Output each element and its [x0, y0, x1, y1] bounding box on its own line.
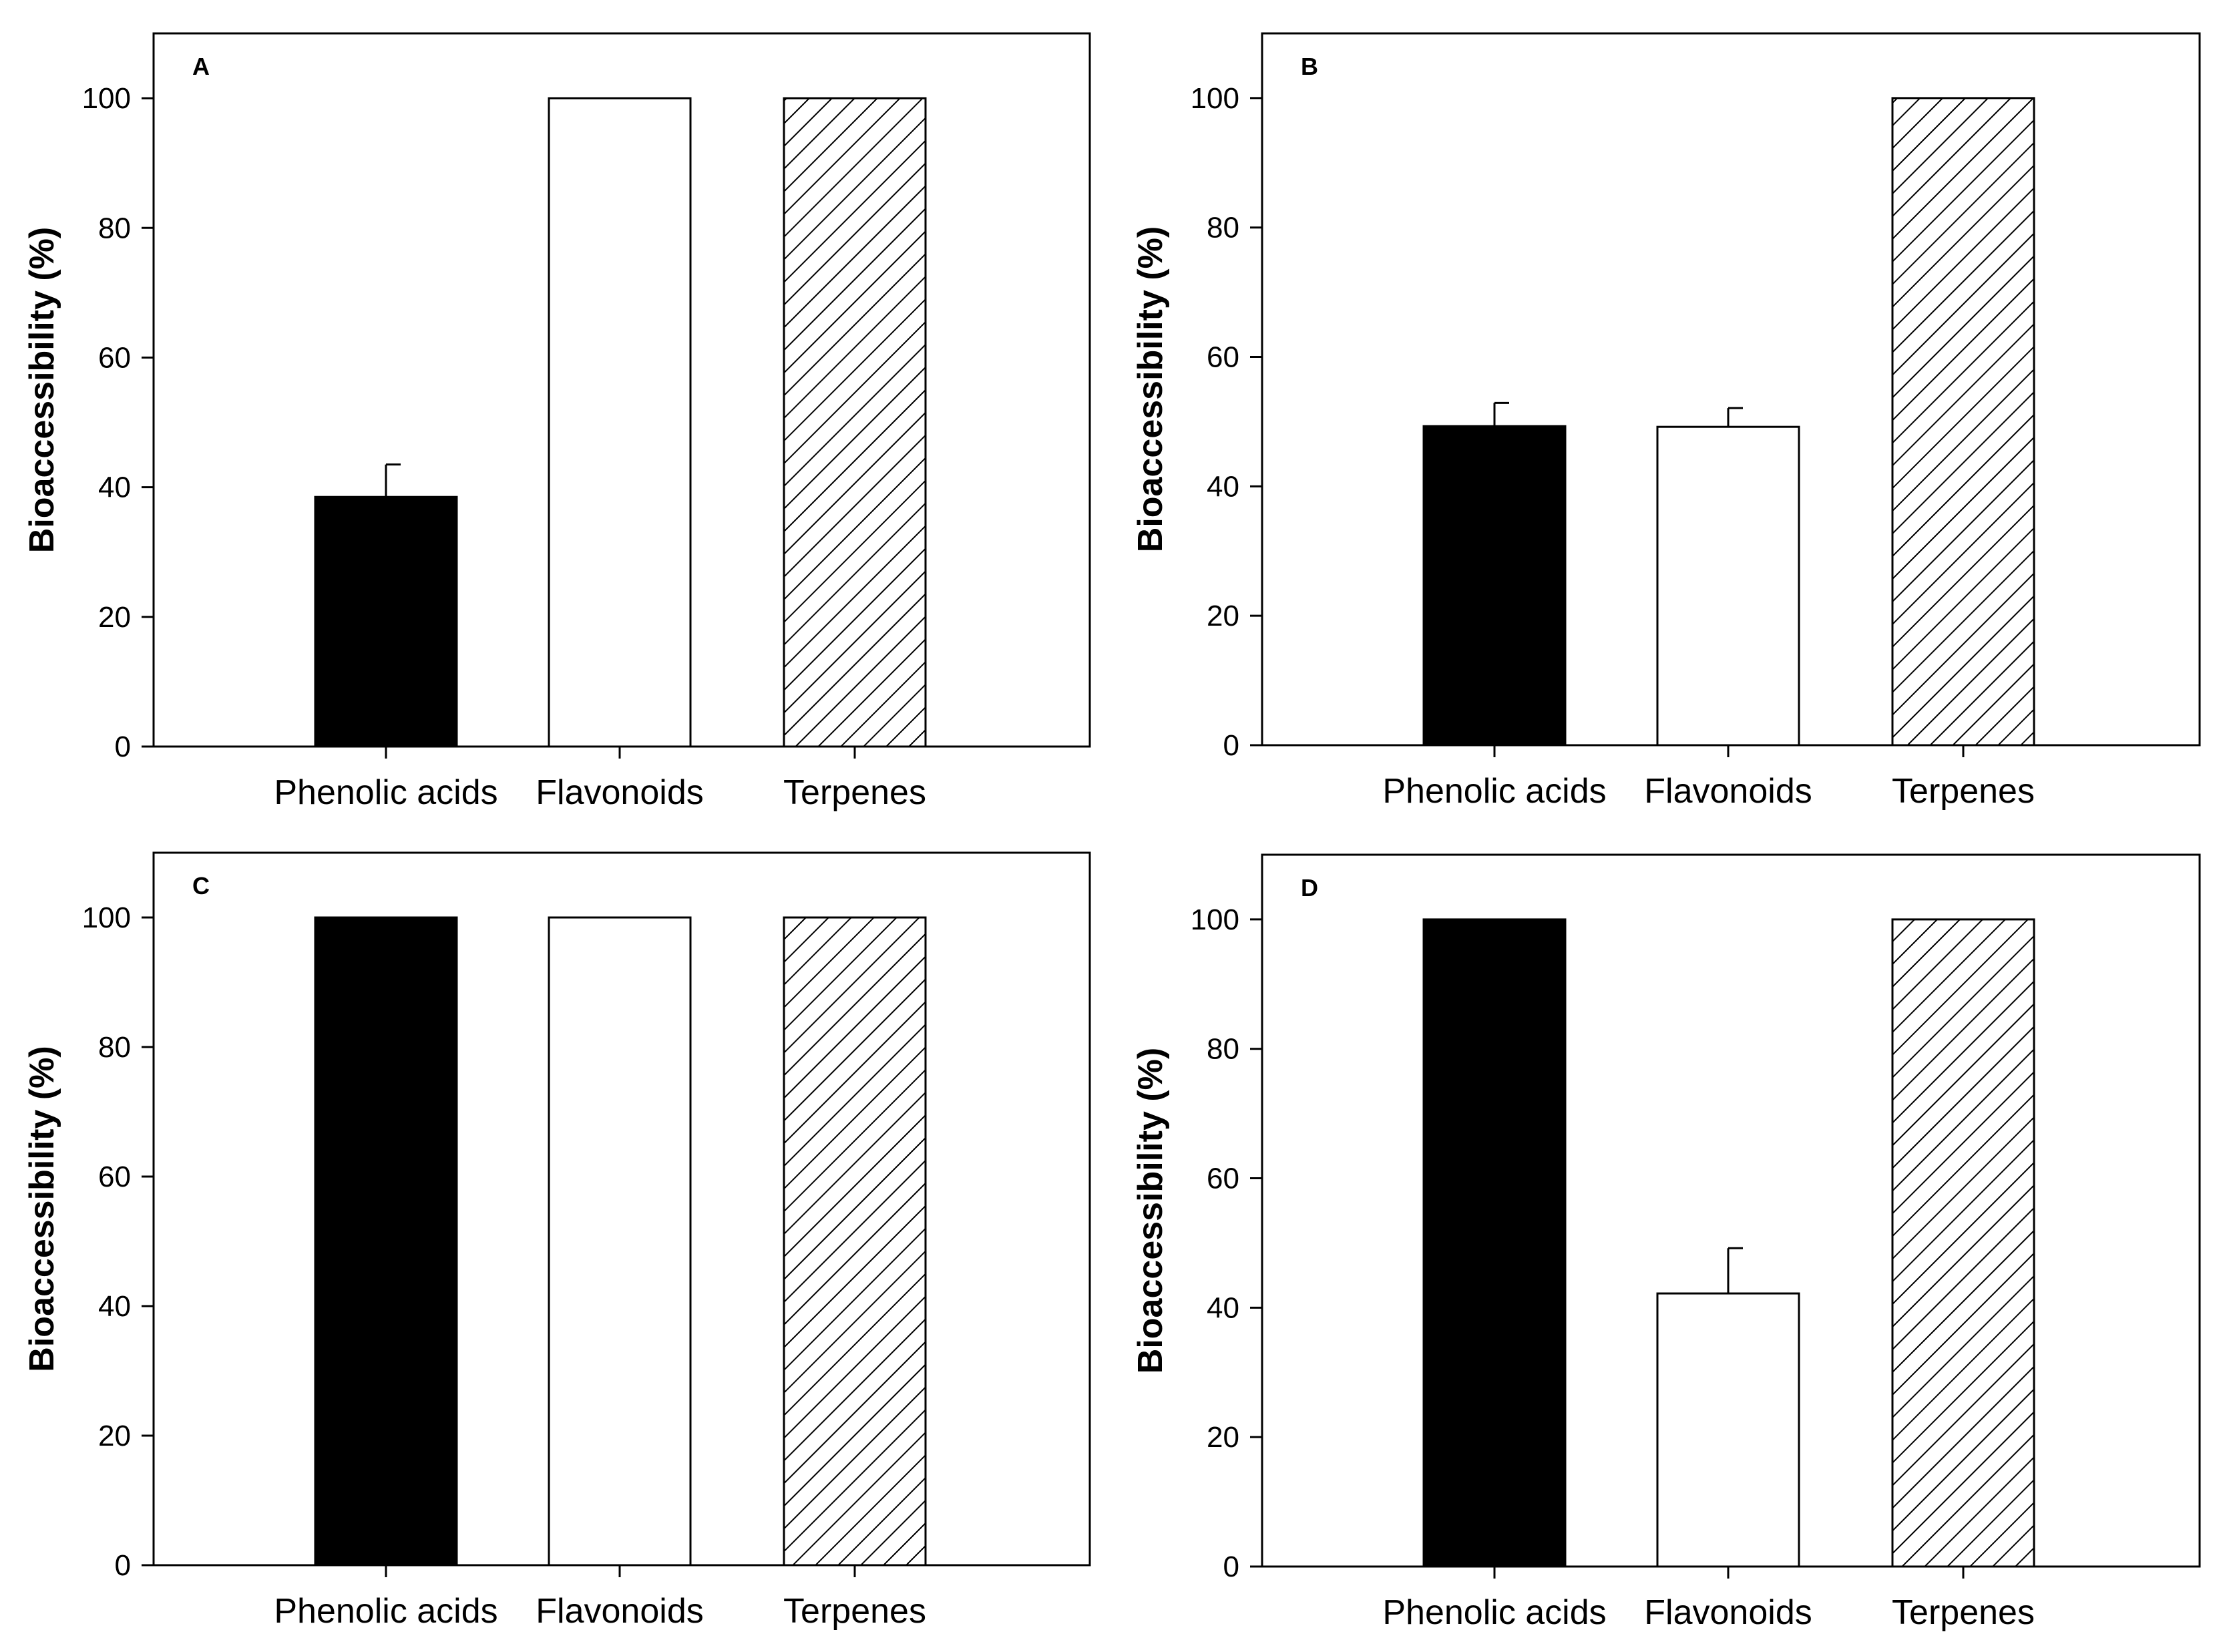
bar-phenolic-acids	[1422, 918, 1567, 1568]
category-label: Phenolic acids	[1382, 772, 1606, 811]
y-tick-label: 0	[1223, 729, 1239, 762]
y-tick-label: 100	[1191, 903, 1239, 936]
chart-panel-a: 0 20 40 60 80 100 Phenolic acids Flavonoids Terp…	[23, 32, 1091, 812]
y-tick-label: 80	[1207, 212, 1239, 244]
category-label: Phenolic acids	[274, 1592, 497, 1631]
bar-flavonoids	[1656, 425, 1800, 747]
bar-flavonoids	[548, 916, 692, 1567]
category-label: Flavonoids	[536, 773, 703, 812]
y-axis-title: Bioaccessibility (%)	[1131, 226, 1170, 552]
y-axis-title: Bioaccessibility (%)	[23, 1046, 61, 1372]
y-tick-label: 60	[1207, 1163, 1239, 1195]
category-label: Flavonoids	[1644, 1593, 1812, 1632]
y-tick-label: 40	[98, 471, 131, 504]
y-tick-label: 100	[82, 82, 131, 115]
bar-phenolic-acids	[1422, 425, 1567, 747]
y-axis-title: Bioaccessibility (%)	[23, 227, 61, 553]
y-tick-label: 0	[115, 1549, 131, 1582]
y-tick-label: 20	[98, 1420, 131, 1452]
panel-label: B	[1301, 53, 1318, 80]
category-label: Flavonoids	[536, 1592, 703, 1631]
bar-phenolic-acids	[314, 495, 458, 748]
category-label: Terpenes	[783, 773, 926, 812]
category-label: Flavonoids	[1644, 772, 1812, 811]
category-label: Terpenes	[1892, 1593, 2035, 1632]
y-tick-label: 80	[98, 1031, 131, 1064]
bar-terpenes	[1891, 97, 2035, 747]
bar-flavonoids	[1656, 1292, 1800, 1568]
panel-label: C	[192, 872, 210, 899]
y-tick-label: 100	[82, 901, 131, 934]
category-label: Phenolic acids	[274, 773, 497, 812]
chart-panel-d: 0 20 40 60 80 100 Phenolic acids Flavonoids Terp…	[1131, 853, 2201, 1632]
y-tick-label: 60	[1207, 341, 1239, 374]
y-tick-label: 40	[1207, 1291, 1239, 1324]
chart-panel-b: 0 20 40 60 80 100 Phenolic acids Flavonoids Terp…	[1131, 32, 2201, 811]
y-tick-label: 80	[1207, 1033, 1239, 1066]
bar-flavonoids	[548, 97, 692, 748]
y-tick-label: 60	[98, 1161, 131, 1193]
y-tick-label: 0	[1223, 1551, 1239, 1583]
y-tick-label: 20	[1207, 1421, 1239, 1454]
bar-terpenes	[1891, 918, 2035, 1568]
bar-terpenes	[783, 916, 927, 1567]
bar-terpenes	[783, 97, 927, 748]
panel-label: A	[192, 53, 210, 80]
y-tick-label: 40	[1207, 470, 1239, 503]
panel-label: D	[1301, 874, 1318, 901]
bar-phenolic-acids	[314, 916, 458, 1567]
y-tick-label: 20	[1207, 600, 1239, 632]
category-label: Terpenes	[1892, 772, 2035, 811]
chart-panel-c: 0 20 40 60 80 100 Phenolic acids Flavonoids Terp…	[23, 851, 1091, 1631]
y-tick-label: 100	[1191, 82, 1239, 115]
y-tick-label: 60	[98, 341, 131, 374]
y-tick-label: 20	[98, 601, 131, 634]
y-tick-label: 80	[98, 212, 131, 244]
y-tick-label: 40	[98, 1290, 131, 1323]
category-label: Phenolic acids	[1382, 1593, 1606, 1632]
y-axis-title: Bioaccessibility (%)	[1131, 1048, 1170, 1374]
y-tick-label: 0	[115, 731, 131, 763]
category-label: Terpenes	[783, 1592, 926, 1631]
